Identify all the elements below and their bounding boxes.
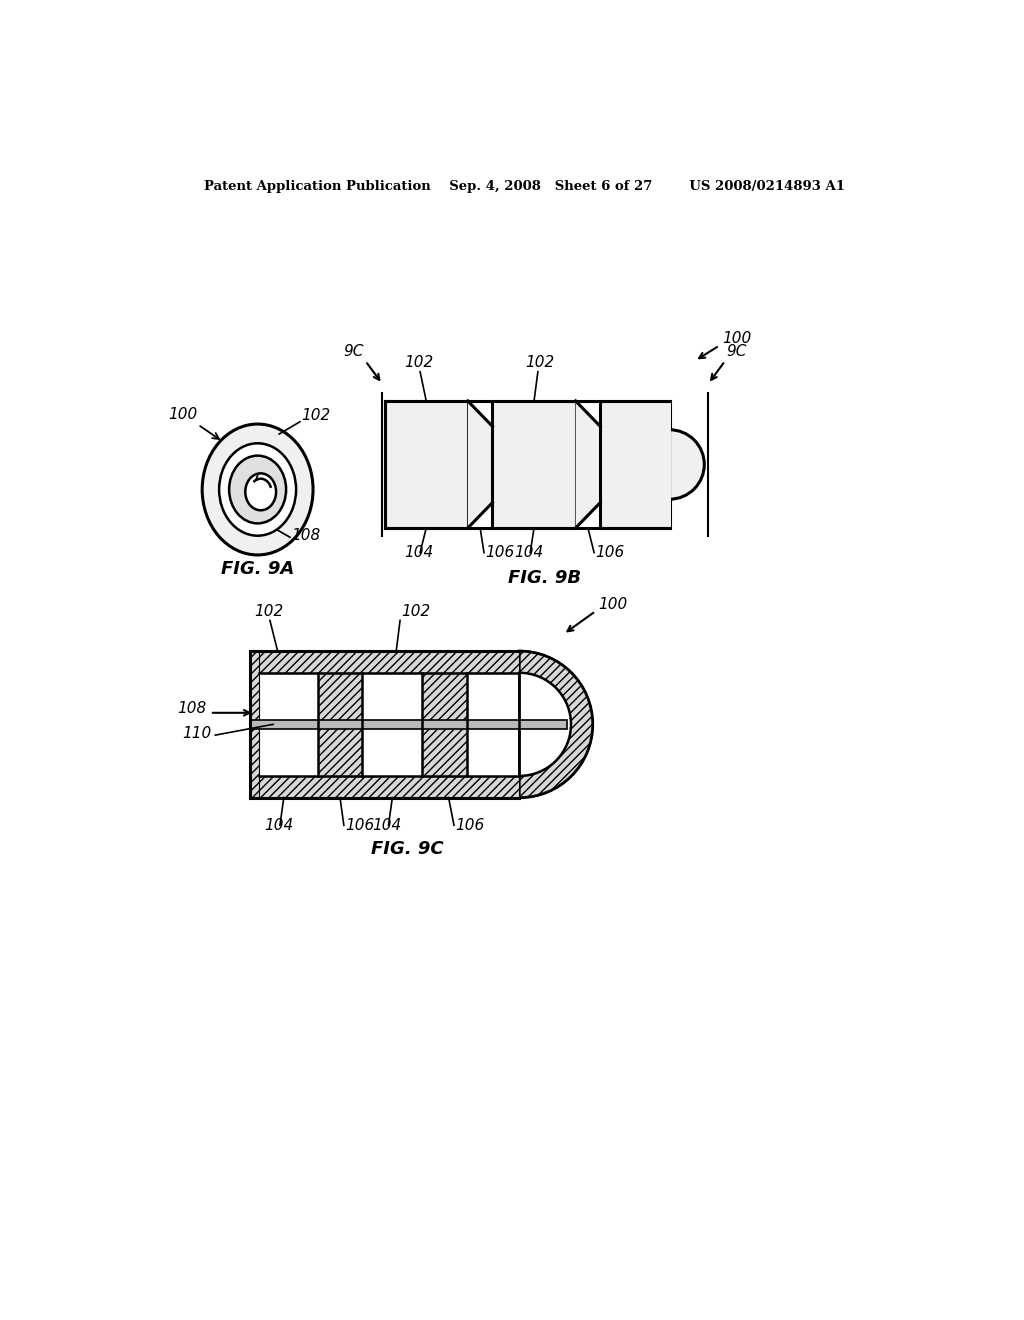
Text: 100: 100 [598,597,627,612]
Polygon shape [250,673,317,776]
Text: 9C: 9C [343,345,364,359]
Text: FIG. 9A: FIG. 9A [221,560,294,578]
Text: Patent Application Publication    Sep. 4, 2008   Sheet 6 of 27        US 2008/02: Patent Application Publication Sep. 4, 2… [205,181,845,194]
Wedge shape [519,673,571,776]
Text: 110: 110 [182,726,211,742]
Bar [250,776,519,797]
Polygon shape [668,401,671,528]
Bar [600,401,670,528]
Bar [317,673,362,776]
Polygon shape [250,719,567,729]
Text: 106: 106 [596,545,625,560]
Ellipse shape [219,444,296,536]
Text: 104: 104 [264,818,293,833]
Polygon shape [250,651,519,797]
Text: 106: 106 [485,545,515,560]
Ellipse shape [202,424,313,554]
Ellipse shape [246,474,276,511]
Text: 106: 106 [345,818,375,833]
Text: 104: 104 [373,818,401,833]
Wedge shape [519,651,593,797]
Text: 9C: 9C [727,345,746,359]
Wedge shape [519,651,593,797]
Bar [493,401,575,528]
Text: 104: 104 [514,545,544,560]
Bar [422,673,467,776]
Text: 102: 102 [401,603,431,619]
Text: 102: 102 [403,355,433,370]
Polygon shape [362,673,422,776]
Text: 104: 104 [403,545,433,560]
Polygon shape [468,401,493,528]
Bar [250,651,519,673]
Text: 106: 106 [456,818,484,833]
Polygon shape [575,401,600,528]
Bar [250,651,259,797]
Text: 108: 108 [292,528,321,543]
Text: 100: 100 [722,331,751,346]
Bar [385,401,468,528]
Polygon shape [467,673,519,776]
Text: 102: 102 [254,603,283,619]
Text: 102: 102 [525,355,554,370]
Ellipse shape [229,455,286,523]
Text: FIG. 9C: FIG. 9C [372,841,444,858]
Text: 102: 102 [301,408,331,424]
Wedge shape [670,430,705,499]
Text: 100: 100 [168,407,219,440]
Text: FIG. 9B: FIG. 9B [508,569,581,587]
Text: 108: 108 [177,701,207,715]
